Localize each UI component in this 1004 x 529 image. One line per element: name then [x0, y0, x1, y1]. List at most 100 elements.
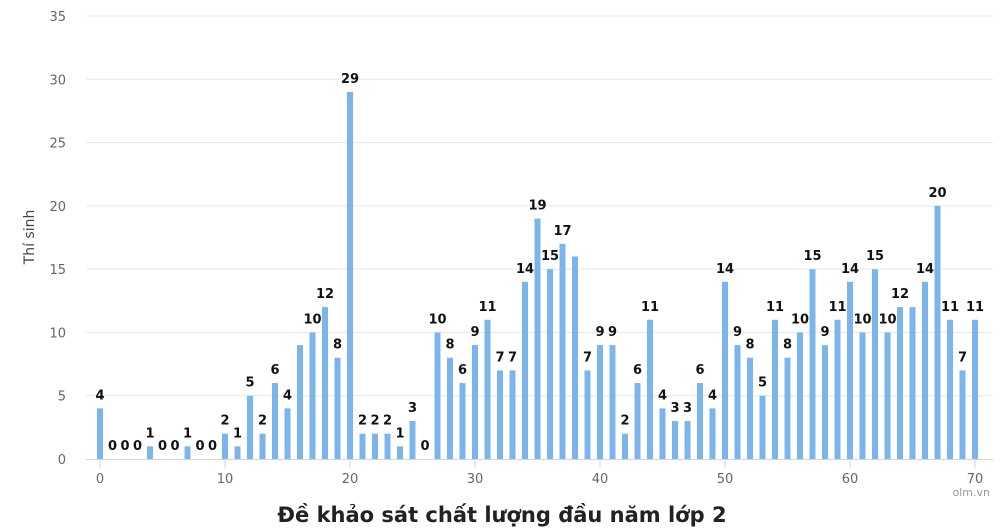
data-label: 6 — [458, 363, 467, 378]
x-tick-label: 70 — [967, 472, 984, 487]
data-label: 10 — [303, 312, 321, 327]
bar — [97, 408, 103, 459]
data-label: 8 — [333, 338, 342, 353]
bar — [284, 408, 291, 459]
bar — [847, 281, 853, 459]
bar — [234, 446, 241, 459]
data-label: 6 — [270, 363, 279, 378]
bar — [697, 383, 703, 459]
data-label: 14 — [841, 262, 859, 277]
data-label: 2 — [370, 414, 379, 429]
data-label: 7 — [508, 350, 517, 365]
bar — [147, 446, 153, 459]
data-label: 11 — [828, 300, 846, 315]
bar — [372, 433, 378, 459]
data-label: 17 — [553, 224, 571, 239]
data-label: 4 — [95, 388, 104, 403]
data-label: 1 — [233, 426, 242, 441]
bar — [822, 345, 828, 459]
bar — [784, 357, 791, 459]
y-tick-label: 35 — [49, 10, 66, 25]
data-label: 9 — [608, 325, 617, 340]
bar — [834, 319, 841, 459]
data-label: 11 — [941, 300, 959, 315]
data-label: 14 — [516, 262, 534, 277]
x-tick-label: 60 — [842, 472, 859, 487]
data-label: 5 — [245, 376, 254, 391]
data-label: 2 — [620, 414, 629, 429]
data-label: 10 — [791, 312, 809, 327]
bar — [272, 383, 278, 459]
data-label: 11 — [478, 300, 496, 315]
bar — [309, 332, 316, 459]
bar — [659, 408, 666, 459]
bar — [359, 433, 366, 459]
data-label: 0 — [195, 439, 204, 454]
data-label: 6 — [633, 363, 642, 378]
bar — [947, 319, 953, 459]
data-label: 12 — [891, 287, 909, 302]
bar — [497, 370, 503, 459]
bar — [897, 307, 903, 459]
bar — [459, 383, 466, 459]
bar — [297, 345, 303, 459]
bar — [747, 357, 753, 459]
bar — [434, 332, 441, 459]
data-label: 1 — [395, 426, 404, 441]
y-tick-label: 10 — [49, 326, 66, 341]
credit-text: olm.vn — [953, 486, 991, 499]
bar — [409, 421, 416, 459]
data-label: 0 — [133, 439, 142, 454]
data-label: 9 — [820, 325, 829, 340]
data-label: 0 — [158, 439, 167, 454]
bar — [922, 281, 928, 459]
data-label: 0 — [120, 439, 129, 454]
bar — [672, 421, 678, 459]
bar — [734, 345, 741, 459]
x-tick-label: 50 — [717, 472, 734, 487]
y-tick-label: 20 — [49, 200, 66, 215]
bar — [472, 345, 478, 459]
y-tick-label: 5 — [58, 390, 66, 405]
y-axis-ticks: 0 5 10 15 20 25 30 35 — [49, 10, 66, 468]
bar — [722, 281, 728, 459]
bar — [597, 345, 603, 459]
data-label: 0 — [170, 439, 179, 454]
data-label: 4 — [708, 388, 717, 403]
data-label: 2 — [258, 414, 267, 429]
data-label: 1 — [183, 426, 192, 441]
bar — [684, 421, 691, 459]
bar — [934, 205, 941, 459]
bar — [397, 446, 403, 459]
y-tick-label: 15 — [49, 263, 66, 278]
x-tick-label: 40 — [592, 472, 609, 487]
bar — [447, 357, 453, 459]
data-label: 7 — [958, 350, 967, 365]
bar — [534, 218, 541, 459]
data-label: 5 — [758, 376, 767, 391]
data-label: 10 — [853, 312, 871, 327]
bar — [584, 370, 591, 459]
bar — [322, 307, 328, 459]
data-label: 3 — [408, 401, 417, 416]
data-label: 4 — [283, 388, 292, 403]
data-label: 1 — [145, 426, 154, 441]
bar — [884, 332, 891, 459]
bar — [634, 383, 641, 459]
y-tick-label: 0 — [58, 453, 66, 468]
bar — [797, 332, 803, 459]
bar — [759, 395, 766, 459]
x-axis-ticks: 0 10 20 30 40 50 60 70 — [96, 459, 983, 487]
data-label: 11 — [641, 300, 659, 315]
data-label: 0 — [108, 439, 117, 454]
y-axis-label: Thí sinh — [22, 210, 38, 266]
y-tick-label: 25 — [49, 137, 66, 152]
bar — [522, 281, 528, 459]
bar — [772, 319, 778, 459]
bar — [334, 357, 341, 459]
bars — [97, 91, 978, 459]
x-tick-label: 30 — [467, 472, 484, 487]
data-label: 19 — [528, 199, 546, 214]
bar — [572, 256, 578, 459]
